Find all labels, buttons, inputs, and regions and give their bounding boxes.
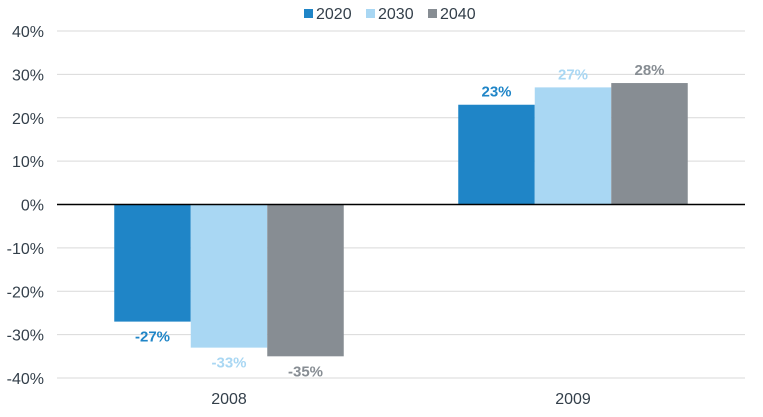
legend-label-2040: 2040	[440, 6, 476, 23]
y-axis: 40% 30% 20% 10% 0% -10% -20% -30% -40%	[7, 24, 44, 388]
y-tick-label: 30%	[12, 67, 44, 84]
x-tick-label: 2009	[555, 391, 591, 408]
x-axis: 2008 2009	[211, 391, 591, 408]
y-tick-label: -10%	[7, 241, 44, 258]
data-label: 23%	[481, 84, 511, 101]
data-label: -33%	[211, 355, 246, 372]
data-labels: -27% -33% -35% 23% 27% 28%	[135, 62, 665, 380]
data-label: 28%	[634, 62, 664, 79]
bar-2030-2009	[534, 87, 612, 205]
legend-label-2020: 2020	[316, 6, 352, 23]
legend-swatch-2020	[304, 9, 313, 18]
legend: 2020 2030 2040	[304, 6, 476, 23]
y-tick-label: 20%	[12, 111, 44, 128]
y-tick-label: 40%	[12, 24, 44, 41]
y-tick-label: -30%	[7, 328, 44, 345]
bar-2040-2008	[267, 204, 344, 357]
data-label: 27%	[558, 66, 588, 83]
y-tick-label: -40%	[7, 371, 44, 388]
data-label: -27%	[135, 329, 170, 346]
data-label: -35%	[288, 363, 323, 380]
bars	[114, 83, 688, 357]
y-tick-label: -20%	[7, 284, 44, 301]
y-tick-label: 0%	[21, 198, 44, 215]
y-tick-label: 10%	[12, 154, 44, 171]
legend-label-2030: 2030	[378, 6, 414, 23]
legend-swatch-2030	[366, 9, 375, 18]
bar-2020-2008	[114, 204, 191, 322]
bar-2020-2009	[458, 104, 535, 205]
x-tick-label: 2008	[211, 391, 247, 408]
bar-2040-2009	[611, 83, 688, 205]
legend-swatch-2040	[428, 9, 437, 18]
bar-2030-2008	[190, 204, 268, 348]
